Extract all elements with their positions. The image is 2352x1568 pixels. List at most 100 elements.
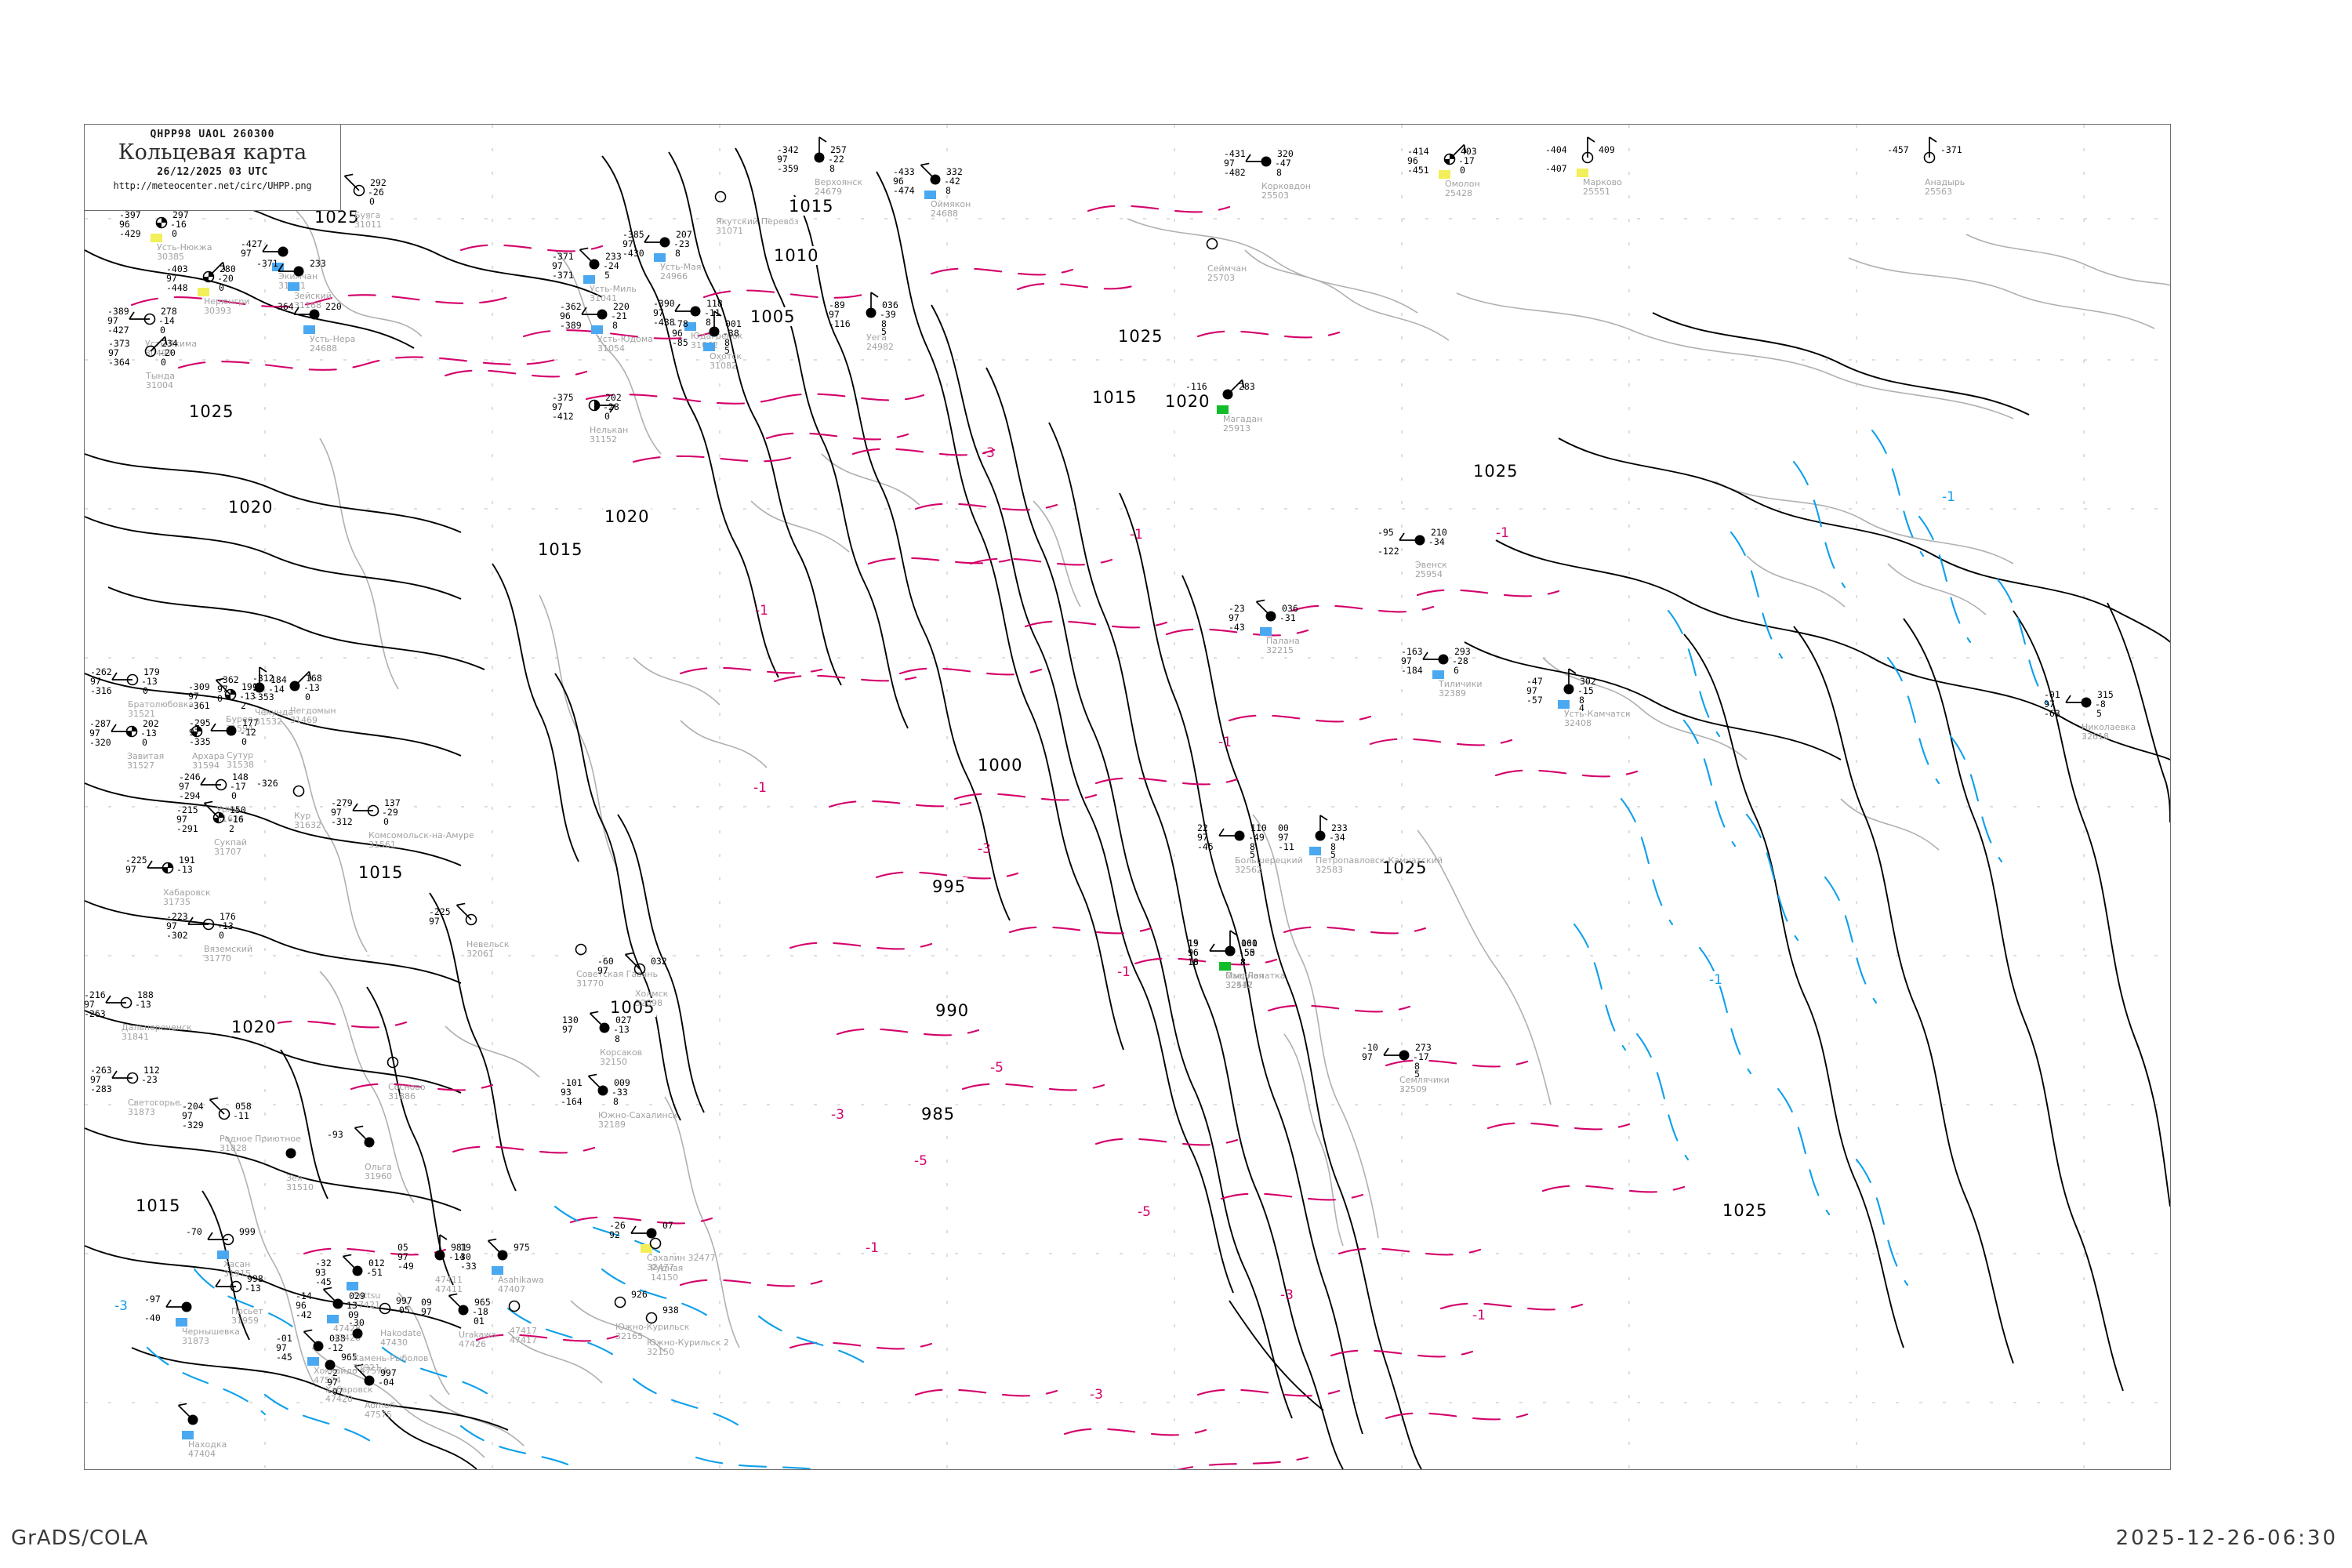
station-cloud-cover-icon [707, 310, 722, 339]
station-name-text: Кур [294, 811, 311, 821]
station-humidity: 97 [107, 315, 118, 326]
valid-datetime: 26/12/2025 03 UTC [157, 166, 268, 179]
station-wmo-id: 32150 [600, 1056, 627, 1067]
station-wmo-id: 31873 [128, 1106, 155, 1117]
station-cloud-cover-icon [1205, 237, 1219, 251]
station-weather-snow-icon [492, 1266, 503, 1275]
station-name-text: Urakawa [459, 1330, 496, 1340]
station-name: Ольга 31960 [365, 1163, 392, 1181]
station-temperature: -23 [141, 1074, 158, 1085]
station-pressure: 210 [1431, 527, 1447, 538]
station-name: Зейский 31168 [294, 292, 332, 310]
isobar-label: 1020 [230, 1018, 278, 1036]
station-name: Сеймчан 25703 [1207, 264, 1247, 283]
station-visibility: 5 [881, 326, 887, 337]
station-temperature: -38 [723, 328, 739, 339]
station-wmo-id: 32618 [2082, 731, 2109, 742]
station-pressure-change: -359 [777, 163, 799, 174]
isotherm-label: -1 [755, 603, 768, 619]
station-cloud-cover-icon [574, 942, 588, 956]
station-wmo-id: 31510 [286, 1181, 314, 1192]
station-pressure-change: -42 [296, 1309, 312, 1320]
station-pressure-tendency: -375 [552, 392, 574, 403]
station-cloud-cover-icon [165, 1299, 194, 1314]
station-humidity: 97 [241, 248, 252, 259]
station-pressure: 184 [270, 674, 287, 685]
station-cloud-cover-icon [1581, 136, 1595, 165]
station-name: Николаевка 32618 [2082, 723, 2136, 742]
coastline-layer [201, 171, 2170, 1458]
station-wmo-id: 31561 [368, 839, 396, 850]
station-pressure: 150 [230, 804, 246, 815]
isobar-label: 1025 [187, 402, 236, 421]
isobar-label: 1015 [134, 1196, 183, 1215]
station-pressure-tendency: -01 [2044, 689, 2060, 700]
station-pressure: 926 [631, 1289, 648, 1300]
station-weather-snow-icon [307, 1357, 319, 1366]
station-temperature: -12 [327, 1342, 343, 1353]
station-name: Тиличики 32389 [1439, 680, 1483, 699]
station-pressure-tendency: -163 [1401, 646, 1423, 657]
station-cloud-cover-icon [587, 1073, 610, 1098]
station-name-text: Asahikawa [498, 1275, 544, 1285]
station-cloud-cover-icon [203, 800, 226, 825]
station-humidity: 97 [552, 401, 563, 412]
station-wmo-id: 25954 [1415, 568, 1443, 579]
station-dewpoint: 8 [612, 320, 618, 331]
station-name-text: Сутур [227, 750, 254, 760]
station-pressure-tendency: -457 [1887, 144, 1909, 155]
station-dewpoint: 0 [219, 282, 224, 293]
station-temperature: -17 [230, 781, 246, 792]
station-name-text: 47411 [435, 1275, 463, 1285]
station-pressure-tendency: -433 [893, 166, 915, 177]
station-name: Анадырь 25563 [1925, 178, 1965, 197]
station-temperature: -50 [1239, 947, 1255, 958]
station-pressure: 001 [725, 318, 742, 329]
station-name: Петропавловск-Камчатский 32583 [1316, 856, 1443, 875]
map-frame: 1025 1015 1010 1005 1025 1015 1020 1025 1025 1020… [84, 124, 2171, 1470]
station-wmo-id: 24966 [660, 270, 688, 281]
station-dewpoint: 0 [161, 357, 166, 368]
station-name-text: Урми [216, 804, 240, 815]
station-pressure: 998 [247, 1273, 263, 1284]
station-name-text: Бурея [226, 714, 253, 724]
station-cloud-cover-icon [143, 336, 168, 358]
station-weather-snow-icon [182, 1431, 194, 1439]
station-pressure-change: -412 [552, 411, 574, 422]
isotherm-label: -3 [831, 1107, 844, 1123]
station-pressure-change: -427 [107, 325, 129, 336]
station-wmo-id: 32408 [1564, 717, 1592, 728]
station-pressure-tendency: -70 [186, 1226, 202, 1237]
station-cloud-cover-icon [1422, 652, 1450, 666]
station-name: Холмск 32098 [635, 989, 668, 1008]
station-name: Хабаровск 31735 [163, 888, 211, 907]
station-name-text: Suttsu [353, 1290, 381, 1301]
station-temperature: -17 [1458, 155, 1475, 166]
station-cloud-cover-icon [864, 292, 879, 320]
station-weather-snow-icon [347, 1282, 358, 1290]
station-cloud-cover-icon [644, 1311, 659, 1325]
station-cloud-cover-icon [209, 1097, 231, 1121]
station-name-text: Буяга [354, 210, 381, 220]
station-humidity: 97 [397, 1251, 408, 1262]
station-pressure: 058 [235, 1101, 252, 1112]
station-pressure-change: -49 [397, 1261, 414, 1272]
station-cloud-cover-icon [354, 1363, 376, 1388]
station-cloud-cover-icon [448, 1293, 470, 1317]
station-temperature: -20 [217, 273, 234, 284]
station-pressure-change: -430 [622, 248, 644, 259]
station-wmo-id: 31041 [590, 292, 617, 303]
station-name-text: Хабаровск [325, 1385, 373, 1395]
station-name-text: Рудная [651, 1263, 684, 1273]
isobar-label: 1025 [1472, 462, 1520, 481]
station-weather-snow-icon [303, 325, 315, 334]
station-pressure: 191 [179, 855, 195, 866]
station-cloud-cover-icon [1443, 143, 1467, 166]
station-pressure: 207 [676, 229, 692, 240]
station-pressure-change: -448 [166, 282, 188, 293]
station-pressure-tendency: 22 [1197, 822, 1208, 833]
isotherm-label: -1 [1117, 964, 1131, 980]
station-cloud-cover-icon [129, 311, 157, 326]
station-name: Urakawa 47426 [459, 1330, 496, 1349]
station-cloud-cover-icon [111, 1070, 140, 1085]
